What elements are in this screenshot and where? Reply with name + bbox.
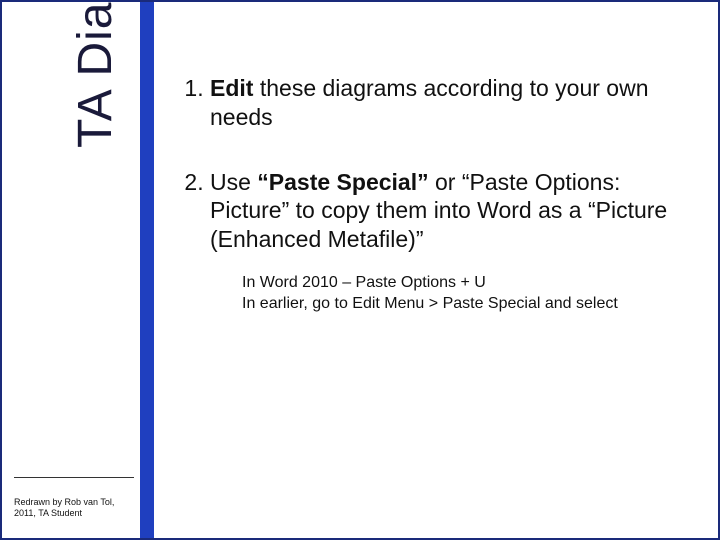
list-item-1: Edit these diagrams according to your ow… xyxy=(210,74,694,132)
sub-line-1: In Word 2010 – Paste Options + U xyxy=(242,272,694,294)
credit-line-2: 2011, TA Student xyxy=(14,508,82,518)
list-item-2: Use “Paste Special” or “Paste Options: P… xyxy=(210,168,694,315)
credit-text: Redrawn by Rob van Tol, 2011, TA Student xyxy=(14,497,144,520)
content-area: Edit these diagrams according to your ow… xyxy=(178,74,694,351)
sub-line-2: In earlier, go to Edit Menu > Paste Spec… xyxy=(242,293,694,315)
sidebar-title: TA Diagrams xyxy=(68,0,123,148)
item2-bold: “Paste Special” xyxy=(257,169,428,195)
item2-pre: Use xyxy=(210,169,257,195)
instruction-list: Edit these diagrams according to your ow… xyxy=(178,74,694,315)
divider xyxy=(14,477,134,478)
item1-rest: these diagrams according to your own nee… xyxy=(210,75,649,130)
vertical-bar xyxy=(140,2,154,538)
sidebar: TA Diagrams Redrawn by Rob van Tol, 2011… xyxy=(2,2,157,538)
item1-bold: Edit xyxy=(210,75,253,101)
sub-instructions: In Word 2010 – Paste Options + U In earl… xyxy=(242,272,694,315)
credit-line-1: Redrawn by Rob van Tol, xyxy=(14,497,114,507)
